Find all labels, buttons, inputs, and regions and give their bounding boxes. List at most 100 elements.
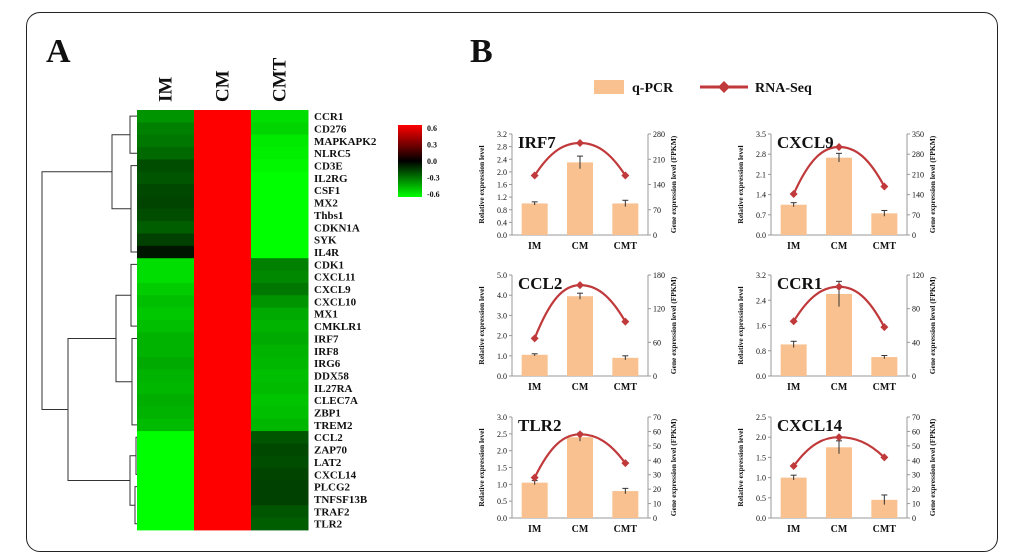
heatmap-cell	[194, 159, 252, 173]
heatmap-row-label: NLRC5	[314, 148, 351, 160]
rnaseq-point	[880, 182, 889, 191]
rnaseq-point	[835, 433, 843, 442]
heatmap-cell	[137, 171, 195, 185]
left-tick-label: 1.5	[497, 464, 507, 473]
heatmap-cell	[251, 468, 309, 481]
heatmap-cell	[251, 381, 309, 395]
rnaseq-point	[880, 453, 889, 462]
legend-marker-rnaseq	[718, 81, 730, 93]
right-tick-label: 40	[912, 338, 920, 347]
category-label: CM	[831, 524, 848, 535]
left-tick-label: 0.0	[756, 231, 766, 240]
rnaseq-point	[530, 334, 539, 343]
rnaseq-point	[835, 282, 843, 291]
left-tick-label: 2.5	[756, 413, 766, 422]
chart-ccl2: 0.0 1.0 2.0 3.0 4.0 5.0 0 60 120 180 Relative expr…	[477, 271, 678, 393]
heatmap-cell	[194, 221, 252, 234]
heatmap-cell	[194, 196, 252, 210]
heatmap-row-label: ZAP70	[314, 445, 348, 457]
heatmap-cell	[251, 394, 309, 407]
heatmap-cell	[251, 480, 309, 494]
right-axis-title: Gene expression level (FPKM)	[928, 135, 937, 233]
heatmap-cell	[194, 431, 252, 444]
heatmap-cell	[251, 245, 309, 259]
category-label: CMT	[873, 241, 897, 252]
chart-ccr1: 0.0 0.8 1.6 2.4 3.2 0 40 80 120 Relative expressi…	[736, 271, 937, 393]
panel-b-legend: q-PCR RNA-Seq	[594, 80, 812, 96]
right-tick-label: 0	[912, 514, 916, 523]
heatmap-cell	[251, 357, 309, 370]
left-tick-label: 5.0	[497, 271, 507, 280]
heatmap-cell	[137, 443, 195, 457]
heatmap-cell	[137, 221, 195, 234]
heatmap-row-label: CD276	[314, 123, 347, 135]
left-axis-title: Relative expression level	[477, 428, 486, 506]
heatmap-cell	[137, 418, 195, 432]
heatmap-cell	[251, 184, 309, 197]
heatmap-cell	[194, 258, 252, 272]
category-label: IM	[787, 524, 801, 535]
right-tick-label: 350	[912, 130, 924, 139]
rnaseq-point	[880, 323, 889, 332]
heatmap-cell	[137, 233, 195, 247]
heatmap-cell	[137, 258, 195, 272]
category-label: IM	[528, 524, 542, 535]
category-label: CMT	[873, 382, 897, 393]
heatmap-cell	[251, 270, 309, 284]
heatmap-cell	[137, 480, 195, 494]
heatmap-cell	[194, 171, 252, 185]
heatmap-cell	[251, 196, 309, 210]
rnaseq-point	[576, 139, 584, 148]
heatmap-cell	[194, 480, 252, 494]
category-label: IM	[787, 241, 801, 252]
heatmap-row-label: MX1	[314, 309, 338, 321]
heatmap-cell	[251, 517, 309, 531]
rnaseq-point	[789, 317, 798, 326]
left-tick-label: 3.0	[497, 311, 507, 320]
heatmap-cell	[194, 147, 252, 160]
heatmap-cell	[251, 282, 309, 296]
heatmap-cell	[194, 233, 252, 247]
rnaseq-point	[789, 190, 798, 199]
right-tick-label: 140	[653, 181, 665, 190]
category-label: CM	[572, 241, 589, 252]
chart-title: TLR2	[518, 416, 561, 435]
heatmap-row-label: TRAF2	[314, 506, 350, 518]
right-tick-label: 280	[912, 150, 924, 159]
dendrogram-branch	[129, 115, 137, 154]
left-tick-label: 0.0	[497, 514, 507, 523]
left-axis-title: Relative expression level	[736, 286, 745, 364]
right-tick-label: 40	[912, 456, 920, 465]
heatmap-cell	[194, 295, 252, 309]
right-tick-label: 120	[912, 271, 924, 280]
heatmap-cell	[251, 122, 309, 136]
heatmap-cell	[137, 110, 195, 123]
left-tick-label: 1.6	[756, 322, 766, 331]
heatmap-cell	[194, 270, 252, 284]
heatmap-cell	[251, 332, 309, 346]
heatmap-cell	[194, 122, 252, 136]
dendrogram-branch	[41, 171, 112, 410]
right-axis-title: Gene expression level (FPKM)	[928, 276, 937, 374]
heatmap-cell	[137, 282, 195, 296]
left-tick-label: 2.0	[497, 168, 507, 177]
left-tick-label: 2.8	[756, 150, 766, 159]
heatmap-cell	[137, 406, 195, 420]
right-tick-label: 30	[653, 471, 661, 480]
rnaseq-point	[530, 171, 539, 180]
heatmap-cell	[194, 332, 252, 346]
heatmap-row-label: MX2	[314, 198, 338, 210]
heatmap-cell	[137, 184, 195, 197]
heatmap-row-label: CDK1	[314, 259, 344, 271]
right-tick-label: 10	[653, 500, 661, 509]
heatmap-cell	[137, 270, 195, 284]
right-tick-label: 210	[912, 170, 924, 179]
left-tick-label: 0.4	[497, 218, 507, 227]
right-tick-label: 180	[653, 271, 665, 280]
heatmap-row-label: DDX58	[314, 370, 349, 382]
chart-title: CXCL9	[777, 133, 834, 152]
right-tick-label: 0	[653, 372, 657, 381]
heatmap-cell	[137, 307, 195, 321]
heatmap-cell	[137, 295, 195, 309]
left-tick-label: 2.8	[497, 143, 507, 152]
